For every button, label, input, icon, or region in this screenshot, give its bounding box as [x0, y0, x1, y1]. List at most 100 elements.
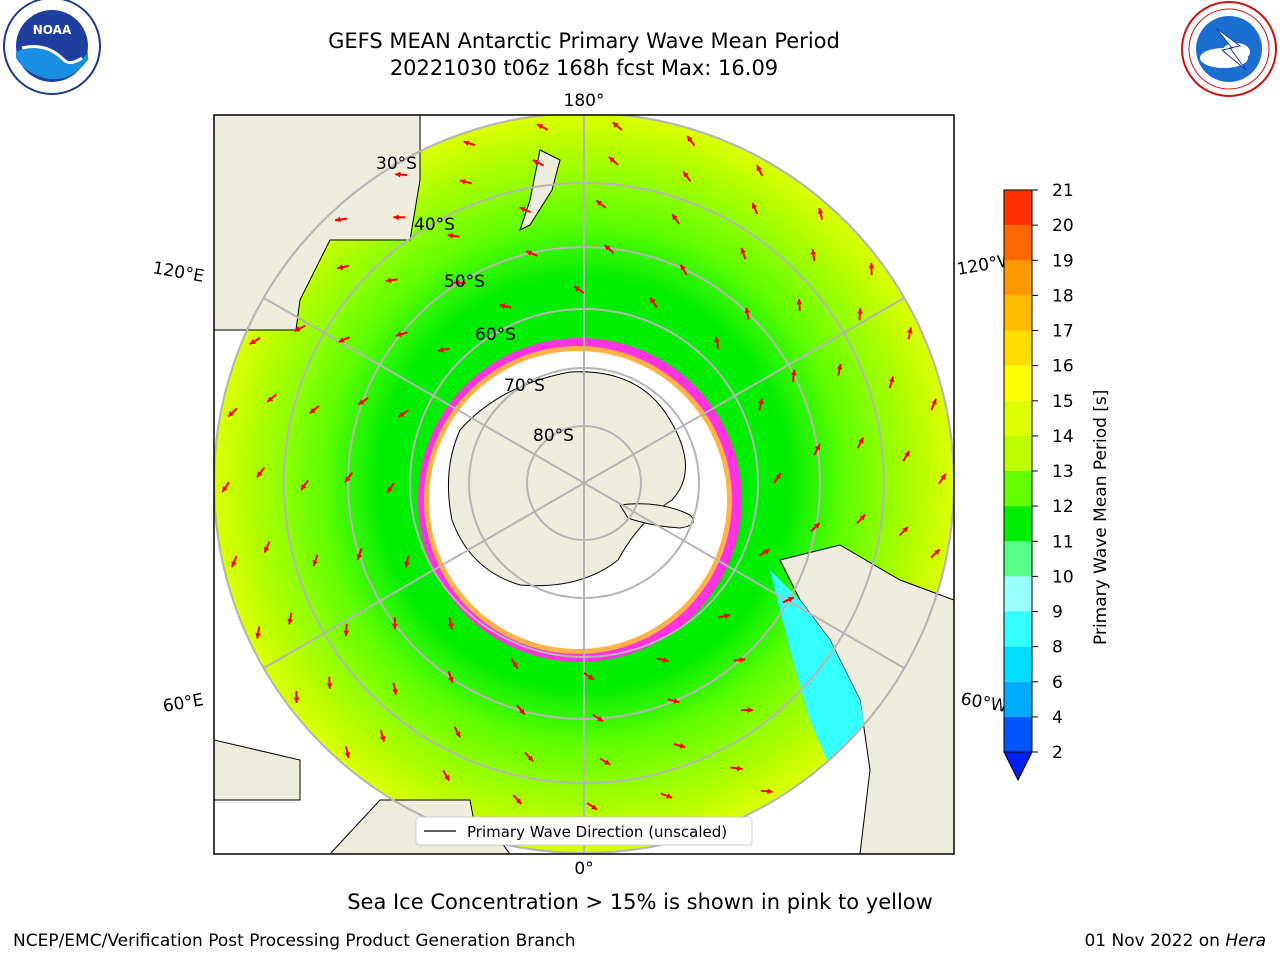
lon-label-180: 180° [564, 91, 605, 111]
lon-label-0: 0° [574, 859, 593, 879]
wave-arrow-head [740, 247, 746, 254]
title-line-2: 20221030 t06z 168h fcst Max: 16.09 [389, 56, 779, 80]
colorbar-tick-label: 20 [1052, 216, 1074, 236]
colorbar-tick-label: 9 [1052, 603, 1063, 623]
colorbar-tick-label: 10 [1052, 567, 1074, 587]
wave-arrow-head [608, 157, 615, 163]
wave-arrow-head [387, 486, 393, 493]
wave-arrow-head [404, 561, 410, 568]
wave-arrow-head [756, 165, 762, 172]
colorbar-tick-label: 2 [1052, 743, 1063, 763]
wave-arrow-head [448, 676, 454, 683]
wave-arrow-head [587, 674, 594, 680]
legend-label: Primary Wave Direction (unscaled) [467, 823, 727, 841]
wave-arrow-head [858, 437, 864, 444]
wave-arrow-head [940, 473, 946, 480]
colorbar-tick-label: 16 [1052, 357, 1074, 377]
wave-arrow-head [395, 331, 402, 338]
footer-date: 01 Nov 2022 on Hera [1084, 931, 1266, 951]
wave-arrow-head [385, 277, 392, 284]
wave-arrow-head [343, 630, 350, 636]
wave-arrow-head [391, 623, 398, 630]
wave-arrow-head [527, 755, 534, 762]
wave-arrow-head [335, 216, 341, 223]
wave-arrow-head [679, 743, 686, 749]
wave-arrow-head [904, 450, 910, 457]
colorbar-tick-label: 13 [1052, 462, 1074, 482]
wave-arrow-head [744, 307, 751, 314]
wave-arrow-head [264, 546, 270, 553]
lon-label-60w: 60°W [959, 689, 1009, 717]
wave-arrow-head [810, 249, 817, 255]
wave-arrow-head [459, 179, 466, 185]
wave-arrow-head [526, 250, 533, 256]
colorbar-cell [1004, 260, 1032, 296]
wave-arrow-head [448, 623, 454, 630]
wave-arrow-head [249, 338, 256, 345]
colorbar-tick-label: 11 [1052, 532, 1074, 552]
wave-arrow-head [888, 376, 895, 383]
wave-arrow-head [814, 444, 820, 451]
wave-arrow-head [537, 124, 544, 130]
colorbar-cell [1004, 330, 1032, 366]
lon-label-120e: 120°E [151, 258, 205, 287]
wave-arrow-head [356, 553, 363, 560]
wave-arrow-head [662, 657, 669, 663]
wave-arrow-head [267, 396, 274, 402]
wave-arrow-head [650, 297, 656, 304]
wave-arrow-head [714, 336, 720, 343]
wave-arrow-head [596, 200, 603, 206]
wave-arrow-head [672, 214, 678, 221]
wave-arrow-head [836, 363, 843, 370]
wave-arrow-head [444, 774, 450, 781]
colorbar-cell [1004, 435, 1032, 471]
wave-arrow-head [604, 759, 611, 765]
graticule [214, 115, 954, 853]
wave-arrow-head [437, 347, 444, 353]
colorbar-tick-label: 19 [1052, 251, 1074, 271]
wave-arrow-head [612, 122, 619, 128]
map-legend: Primary Wave Direction (unscaled) [415, 816, 753, 846]
wave-arrow-head [231, 561, 237, 568]
wave-arrow-head [796, 299, 803, 305]
footer-date-text: 01 Nov 2022 on [1084, 931, 1226, 951]
wave-arrow-head [398, 411, 405, 417]
wave-arrow-head [222, 486, 228, 493]
wave-arrow-head [758, 398, 764, 405]
wave-arrow-head [604, 244, 611, 251]
wave-arrow-head [228, 410, 235, 417]
wave-arrow-head [309, 407, 316, 414]
wave-arrow-head [463, 140, 470, 146]
wave-arrow-head [767, 788, 773, 795]
wave-arrow-head [345, 476, 351, 483]
wave-arrow-head [902, 526, 908, 533]
lat-label-40s: 40°S [414, 215, 455, 235]
wave-arrow-head [790, 369, 797, 376]
wave-arrow-head [574, 286, 581, 292]
wave-arrow-head [533, 159, 540, 166]
wave-direction-arrows [221, 121, 947, 845]
wave-arrow-head [455, 731, 461, 738]
wave-arrow-head [931, 398, 937, 405]
wave-arrow-head [257, 471, 263, 478]
colorbar-tick-label: 18 [1052, 286, 1074, 306]
wave-arrow-head [512, 662, 518, 669]
title-line-1: GEFS MEAN Antarctic Primary Wave Mean Pe… [328, 29, 840, 53]
colorbar: 2 4 6 8 9 10 11 12 13 14 15 16 17 18 19 20 21 [1003, 181, 1074, 782]
colorbar-cell [1004, 681, 1032, 717]
wave-arrow-head [857, 308, 863, 314]
wave-arrow-head [447, 232, 454, 239]
wave-arrow-head [358, 399, 365, 405]
wave-arrow-head [751, 202, 758, 209]
wave-arrow-head [392, 688, 398, 695]
lat-label-60s: 60°S [475, 325, 516, 345]
lat-label-80s: 80°S [533, 426, 574, 446]
lat-label-70s: 70°S [504, 376, 545, 396]
lat-label-30s: 30°S [376, 154, 417, 174]
wave-arrow-head [287, 618, 294, 625]
wave-arrow-head [775, 473, 781, 480]
colorbar-cell [1004, 295, 1032, 331]
colorbar-tick-label: 17 [1052, 322, 1074, 342]
colorbar-cell [1004, 611, 1032, 647]
